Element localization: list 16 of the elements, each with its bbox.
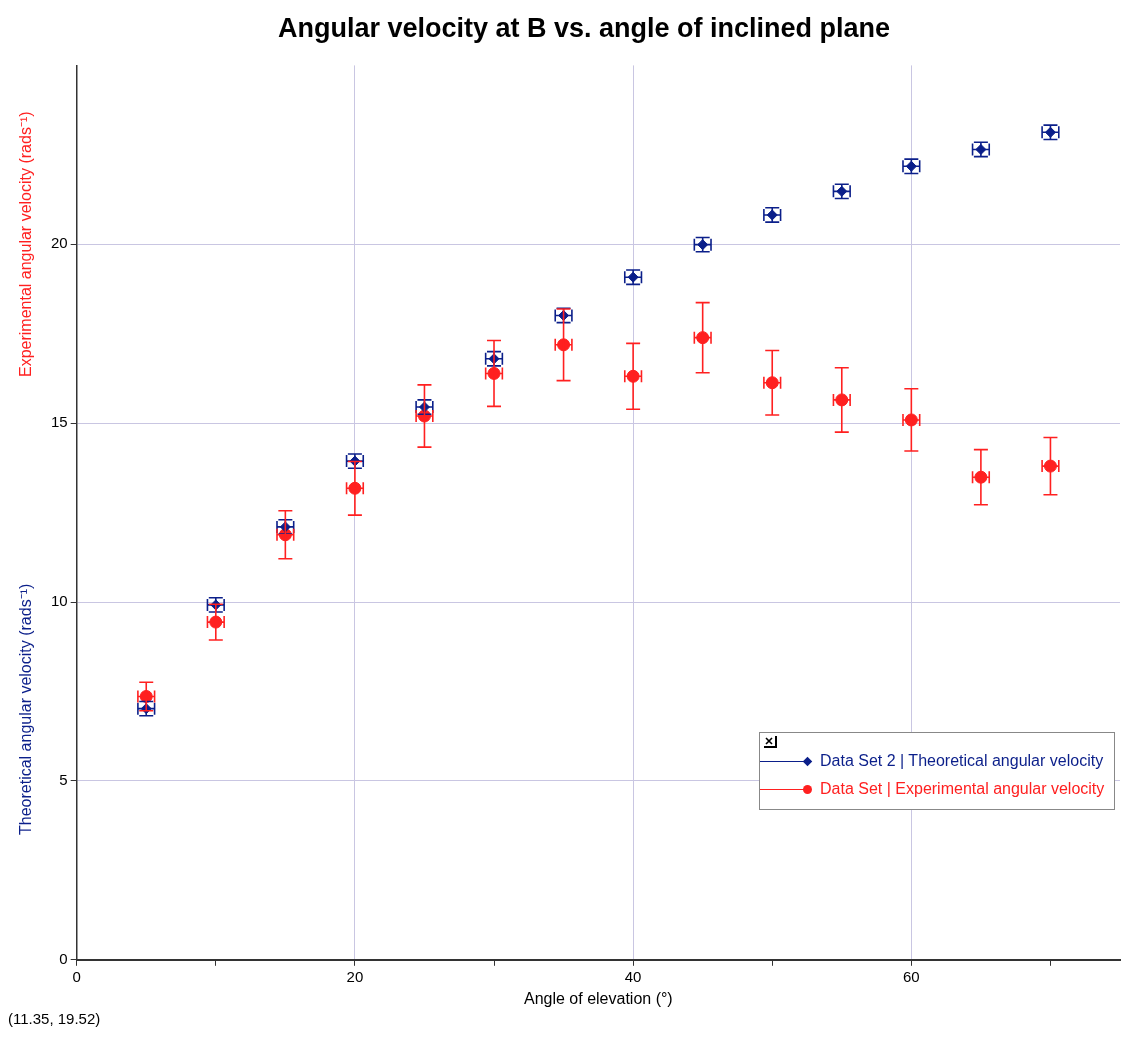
text: (11.35, 19.52) [8, 1010, 101, 1027]
y-tick-label: 5 [59, 771, 68, 789]
x-tick-label: 60 [902, 967, 920, 985]
x-tick-label: 20 [346, 967, 364, 985]
legend-label: Data Set 2 | Theoretical angular velocity [820, 751, 1104, 770]
y2-axis-title: Experimental angular velocity (rads⁻¹) [16, 111, 35, 378]
y-tick-label: 15 [51, 413, 68, 431]
x-axis-title: Angle of elevation (°) [523, 989, 673, 1007]
y-tick-label: 20 [51, 234, 68, 252]
x-tick-label: 40 [624, 967, 642, 985]
y-axis-title: Theoretical angular velocity (rads⁻¹) [16, 583, 35, 835]
y-tick-label: 0 [59, 949, 68, 967]
x-tick-label: 0 [72, 967, 81, 985]
y-tick-label: 10 [51, 592, 68, 610]
chart-title: Angular velocity at B vs. angle of inclined plane [277, 12, 891, 43]
legend-label: Data Set | Experimental angular velocity [820, 779, 1105, 798]
